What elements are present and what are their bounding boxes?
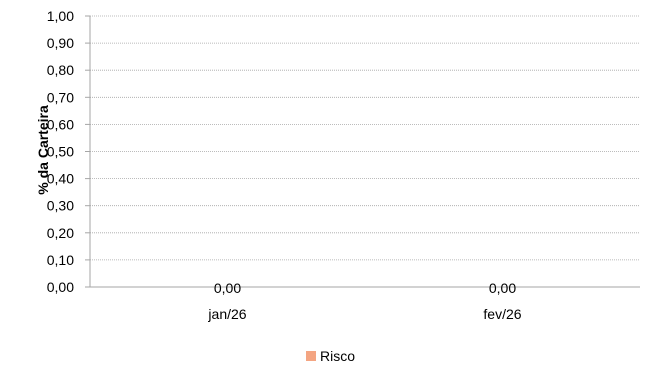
legend-label-risco: Risco <box>320 348 355 364</box>
y-axis-title: % da Carteira <box>35 105 51 195</box>
y-axis-ticks: 0,00 0,10 0,20 0,30 0,40 0,50 0,60 0,70 0,80 0,90… <box>47 8 74 295</box>
y-tick-label: 0,90 <box>47 35 74 51</box>
x-tick-label: jan/26 <box>207 306 246 322</box>
axes <box>85 15 640 288</box>
y-tick-label: 0,80 <box>47 62 74 78</box>
y-tick-label: 0,00 <box>47 279 74 295</box>
gridlines <box>90 15 640 261</box>
data-label: 0,00 <box>214 280 241 296</box>
x-tick-label: fev/26 <box>483 306 521 322</box>
legend: Risco <box>306 348 355 364</box>
y-tick-label: 0,20 <box>47 225 74 241</box>
data-labels: 0,00 0,00 <box>214 280 516 296</box>
legend-swatch-risco <box>306 351 316 361</box>
data-label: 0,00 <box>489 280 516 296</box>
x-axis-ticks: jan/26 fev/26 <box>207 306 521 322</box>
y-tick-label: 0,70 <box>47 89 74 105</box>
y-tick-label: 0,10 <box>47 252 74 268</box>
y-tick-label: 0,60 <box>47 116 74 132</box>
y-tick-label: 1,00 <box>47 8 74 24</box>
y-tick-label: 0,50 <box>47 144 74 160</box>
y-tick-label: 0,30 <box>47 198 74 214</box>
y-tick-label: 0,40 <box>47 171 74 187</box>
